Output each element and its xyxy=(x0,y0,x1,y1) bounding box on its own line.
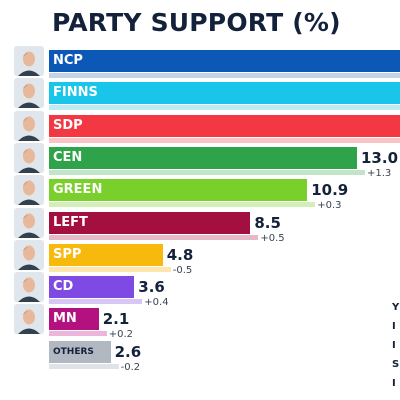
change-bar-ncp xyxy=(49,73,400,78)
bar-spp: SPP xyxy=(49,244,163,266)
bar-ncp: NCP xyxy=(49,50,400,72)
bar-cd: CD xyxy=(49,276,135,298)
bar-others: OTHERS xyxy=(49,341,111,363)
change-label: +0.3 xyxy=(317,200,342,211)
leader-avatar xyxy=(14,46,44,76)
portrait-icon xyxy=(14,304,44,334)
leader-avatar xyxy=(14,240,44,270)
leader-avatar xyxy=(14,208,44,238)
leader-avatar xyxy=(14,304,44,334)
bar-label: MN xyxy=(53,311,77,326)
portrait-icon xyxy=(14,240,44,270)
value-label: 10.9 xyxy=(311,181,349,199)
change-bar-others xyxy=(49,364,119,369)
change-bar-sdp xyxy=(49,138,400,143)
change-label: +0.5 xyxy=(260,233,285,244)
side-note-fragment: I xyxy=(392,340,396,351)
bar-label: CEN xyxy=(53,150,83,165)
leader-avatar xyxy=(14,143,44,173)
change-bar-mn xyxy=(49,331,107,336)
bar-label: CD xyxy=(53,279,74,294)
portrait-icon xyxy=(14,46,44,76)
bar-label: LEFT xyxy=(53,215,88,230)
change-bar-finns xyxy=(49,105,400,110)
side-note-fragment: S xyxy=(392,359,400,370)
bar-label: NCP xyxy=(53,53,83,68)
value-label: 13.0 xyxy=(361,149,399,167)
portrait-icon xyxy=(14,78,44,108)
bar-label: OTHERS xyxy=(53,347,94,357)
change-bar-green xyxy=(49,202,316,207)
value-label: 4.8 xyxy=(166,246,194,264)
bar-sdp: SDP xyxy=(49,115,400,137)
change-bar-spp xyxy=(49,267,171,272)
side-note-fragment: I xyxy=(392,321,396,332)
side-note-fragments: Y I I S I xyxy=(392,298,400,393)
bar-cen: CEN xyxy=(49,147,357,169)
portrait-icon xyxy=(14,143,44,173)
value-label: 3.6 xyxy=(138,278,165,296)
portrait-icon xyxy=(14,208,44,238)
change-label: -0.2 xyxy=(120,362,141,373)
value-label: 8.5 xyxy=(254,214,281,232)
bar-left: LEFT xyxy=(49,212,251,234)
change-label: +0.4 xyxy=(144,297,169,308)
bar-label: SDP xyxy=(53,118,83,133)
change-label: -0.5 xyxy=(172,265,193,276)
change-label: +1.3 xyxy=(367,168,392,179)
leader-avatar xyxy=(14,272,44,302)
change-bar-cd xyxy=(49,299,143,304)
portrait-icon xyxy=(14,272,44,302)
bar-green: GREEN xyxy=(49,179,308,201)
leader-avatar xyxy=(14,78,44,108)
portrait-icon xyxy=(14,111,44,141)
bar-label: GREEN xyxy=(53,182,103,197)
bar-mn: MN xyxy=(49,308,99,330)
leader-avatar xyxy=(14,111,44,141)
leader-avatar xyxy=(14,175,44,205)
chart-title: PARTY SUPPORT (%) xyxy=(52,8,341,37)
portrait-icon xyxy=(14,175,44,205)
change-bar-left xyxy=(49,235,259,240)
change-label: +0.2 xyxy=(108,329,134,340)
side-note-fragment: Y xyxy=(392,302,400,313)
bar-finns: FINNS xyxy=(49,82,400,104)
change-bar-cen xyxy=(49,170,365,175)
bar-label: SPP xyxy=(53,247,82,262)
bar-label: FINNS xyxy=(53,85,98,100)
value-label: 2.1 xyxy=(102,310,130,328)
value-label: 2.6 xyxy=(114,343,142,361)
side-note-fragment: I xyxy=(392,378,396,389)
